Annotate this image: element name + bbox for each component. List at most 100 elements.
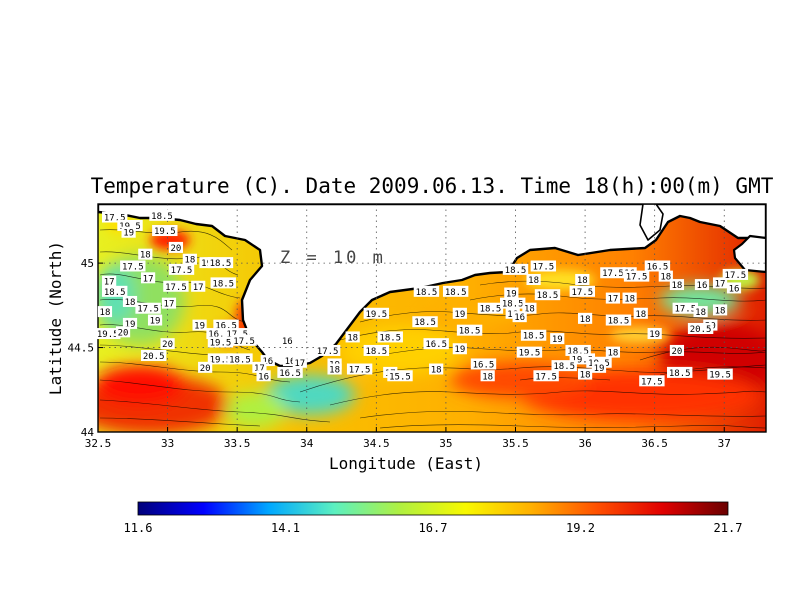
contour-label-text: 19.5 [709,371,731,381]
contour-label-text: 18 [580,371,591,381]
contour-label-text: 18 [347,333,358,343]
contour-label-box [623,270,650,282]
contour-label-text: 18 [624,295,635,305]
contour-label-box [292,356,307,368]
contour-label-box [605,292,621,304]
contour-label-box [452,343,467,355]
contour-label-box [413,285,440,297]
contour-label: 19 [121,226,136,239]
contour-label-text: 18.5 [523,332,545,342]
contour-label-text: 17.5 [641,377,663,387]
contour-label: 18.5 [210,277,236,289]
contour-label-text: 19.5 [365,310,387,320]
colorbar-ticks: 11.6 14.1 16.7 19.2 21.7 [124,521,743,535]
contour-label-box [314,344,341,356]
x-axis-label: Longitude (East) [329,454,483,473]
contour-label: 18 [577,312,593,325]
contour-label: 17.5 [533,370,559,382]
contour-label-text: 17.5 [122,262,144,272]
contour-label-box [605,314,632,326]
contour-label: 20.5 [140,350,167,362]
contour-label-text: 16 [282,337,293,347]
contour-label: 18 [327,363,342,376]
y-tick-label: 44 [81,426,95,439]
contour-label: 19 [504,287,519,300]
contour-label: 19.5 [707,368,733,381]
contour-label: 17.5 [135,302,161,315]
contour-label-box [533,370,559,382]
contour-label-text: 19 [150,317,161,327]
contour-label: 18.5 [377,331,403,343]
contour-label-box [277,366,303,378]
contour-label-box [152,225,178,237]
contour-label: 19 [147,314,163,327]
contour-label: 16 [282,355,298,367]
contour-label: 18.5 [363,344,390,357]
contour-label-box [622,292,637,304]
colorbar-tick-label: 14.1 [271,521,300,535]
contour-line [99,417,261,427]
colorbar-tick-label: 21.7 [714,521,743,535]
contour-label: 16.5 [644,260,671,272]
contour-label-text: 20.5 [143,352,165,362]
contour-label: 20 [168,241,184,254]
contour-label-text: 19 [454,345,465,355]
contour-label-box [575,274,590,285]
contour-label-text: 18.5 [416,288,438,298]
x-tick-label: 35 [439,437,452,450]
contour-label-box [346,363,373,375]
colorbar [137,501,729,516]
contour-label-box [456,324,483,336]
contour-label: 20 [669,344,685,357]
contour-label-box [550,333,565,345]
contour-label-box [117,219,143,231]
contour-label: 19 [122,317,138,330]
contour-label: 17 [161,297,177,310]
contour-label: 18.5 [149,209,175,222]
contour-label: 18.5 [102,285,128,298]
contour-label: 17 [102,275,117,288]
contour-label-text: 18 [660,273,671,283]
contour-label: 17.5 [168,263,195,276]
contour-label: 18 [622,292,637,305]
contour-label-text: 19 [649,330,660,340]
contour-label-box [480,370,495,382]
contour-label-box [141,272,156,284]
x-tick-label: 33.5 [224,437,251,450]
contour-label: 19 [550,333,565,345]
contour-label-text: 17 [164,300,175,310]
contour-label-text: 17 [715,279,726,289]
contour-label-text: 18.5 [537,291,559,301]
contour-label-text: 18.5 [480,305,502,315]
contour-label: 16.5 [206,328,232,340]
contour-label: 20 [115,326,131,338]
contour-label-text: 17.5 [171,266,193,276]
contour-label-text: 18 [672,281,683,291]
contour-label-text: 18.5 [567,347,589,357]
contour-label-text: 17.5 [725,271,747,281]
contour-label: 17 [605,292,621,305]
depth-annotation: Z = 10 m [280,248,386,268]
contour-label-text: 17.5 [626,273,648,283]
contour-label: 16.5 [277,366,303,379]
contour-label-box [605,346,621,358]
contour-label-box [213,319,239,331]
contour-label-box [412,316,438,328]
contour-label: 18 [575,274,590,286]
contour-line [639,346,766,361]
contour-label-box [115,326,131,338]
contour-label-box [206,328,232,340]
contour-label-box [423,338,449,350]
contour-label-text: 19 [123,229,134,239]
contour-label: 16 [280,334,295,347]
contour-label-text: 16.5 [215,322,237,332]
contour-label-box [345,331,360,343]
contour-label: 17.5 [639,375,665,387]
contour-label-box [363,344,390,356]
contour-label-text: 17 [104,278,115,288]
contour-label-box [122,317,138,329]
contour-label-text: 15.5 [389,372,411,382]
contour-label: 15.5 [387,370,413,382]
contour-label-text: 17.5 [349,366,371,376]
